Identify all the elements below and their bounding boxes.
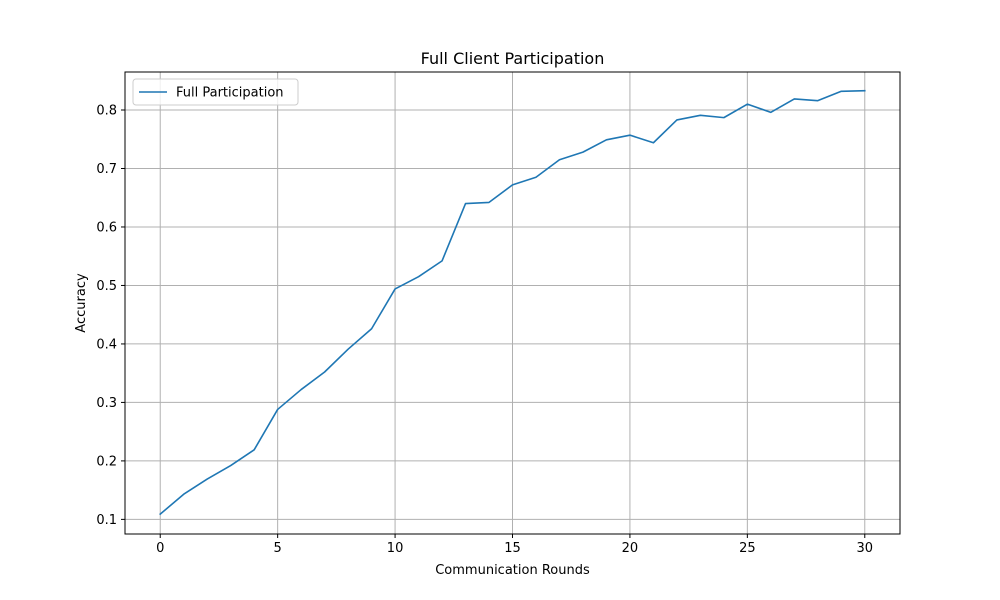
ticks: 0 5 10 15 20 25 30 0.1 0.2 0.3 0.4 0.5 0.6 0.7 0.8 [96,104,873,556]
data-point [606,139,608,141]
y-tick-label: 0.7 [96,162,117,177]
grid [125,72,900,534]
data-point [488,202,490,204]
series-line [159,89,866,516]
data-point [183,493,185,495]
data-point [864,90,866,92]
y-tick-label: 0.1 [96,513,117,528]
y-tick-label: 0.3 [96,396,117,411]
y-axis-label: Accuracy [74,273,89,333]
data-point [159,513,161,515]
x-tick-label: 25 [739,541,756,556]
data-point [535,176,537,178]
y-tick-label: 0.6 [96,220,117,235]
data-point [676,119,678,121]
data-point [347,348,349,350]
x-tick-label: 5 [274,541,282,556]
x-tick-label: 20 [622,541,639,556]
x-tick-label: 30 [856,541,873,556]
legend: Full Participation [132,78,299,106]
data-point [817,100,819,102]
y-tick-label: 0.4 [96,337,117,352]
data-point [582,151,584,153]
series-layer [159,89,866,516]
data-point [371,328,373,330]
y-tick-label: 0.2 [96,454,117,469]
data-point [700,114,702,116]
data-point [559,159,561,161]
y-tick-label: 0.5 [96,279,117,294]
data-point [230,465,232,467]
data-point [629,134,631,136]
data-point [653,142,655,144]
data-point [747,103,749,105]
legend-box [132,78,299,106]
y-tick-label: 0.8 [96,104,117,119]
data-point [770,112,772,114]
x-tick-label: 0 [156,541,164,556]
data-point [300,389,302,391]
data-point [512,184,514,186]
data-point [206,478,208,480]
x-tick-label: 15 [504,541,521,556]
legend-label: Full Participation [176,86,284,101]
data-point [441,260,443,262]
data-point [794,98,796,100]
data-point [465,203,467,205]
data-point [253,449,255,451]
data-point [723,117,725,119]
chart-title: Full Client Participation [421,49,605,68]
data-point [277,409,279,411]
data-point [418,276,420,278]
x-tick-label: 10 [387,541,404,556]
x-axis-label: Communication Rounds [435,563,590,578]
data-point [840,90,842,92]
data-point [394,288,396,290]
data-point [324,371,326,373]
